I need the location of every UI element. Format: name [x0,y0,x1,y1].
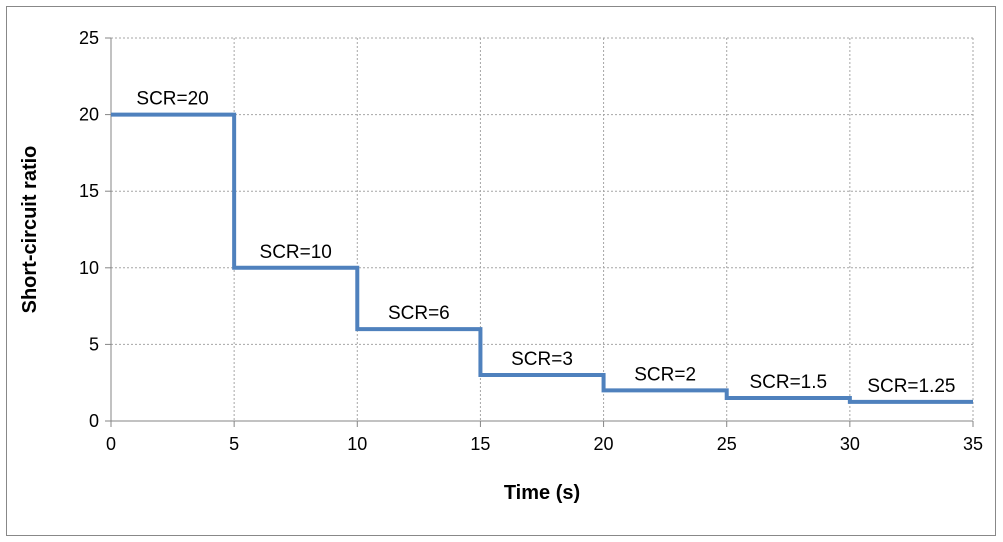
y-tick-label: 15 [79,181,99,201]
y-tick-label: 10 [79,258,99,278]
scr-data-label: SCR=10 [260,242,332,263]
x-tick-label: 25 [717,434,737,454]
series-line [111,112,973,404]
y-axis-title: Short-circuit ratio [19,146,41,314]
x-tick-label: 30 [840,434,860,454]
scr-data-label: SCR=20 [136,89,208,110]
x-tick-label: 0 [106,434,116,454]
scr-data-label: SCR=1.5 [749,372,827,393]
data-labels: SCR=20 SCR=10 SCR=6 SCR=3 SCR=2 SCR=1.5 SCR=1.… [136,89,955,397]
x-tick-label: 35 [963,434,983,454]
scr-data-label: SCR=3 [511,349,573,370]
y-tick-label: 25 [79,28,99,48]
x-axis-title: Time (s) [504,482,580,504]
x-tick-label: 5 [229,434,239,454]
y-tick-label: 20 [79,105,99,125]
scr-data-label: SCR=6 [388,303,450,324]
x-tick-label: 10 [347,434,367,454]
scr-data-label: SCR=2 [634,364,696,385]
y-tick-label: 0 [89,411,99,431]
x-tick-label: 15 [470,434,490,454]
scr-data-label: SCR=1.25 [867,376,955,397]
x-tick-label: 20 [594,434,614,454]
chart-area: 0 5 10 15 20 25 30 35 0 5 10 15 20 25 SCR=20 SCR=10 SCR… [6,6,996,536]
step-series-path [111,112,973,404]
y-tick-label: 5 [89,334,99,354]
tick-labels: 0 5 10 15 20 25 30 35 0 5 10 15 20 25 [79,28,983,454]
axes [105,37,974,427]
